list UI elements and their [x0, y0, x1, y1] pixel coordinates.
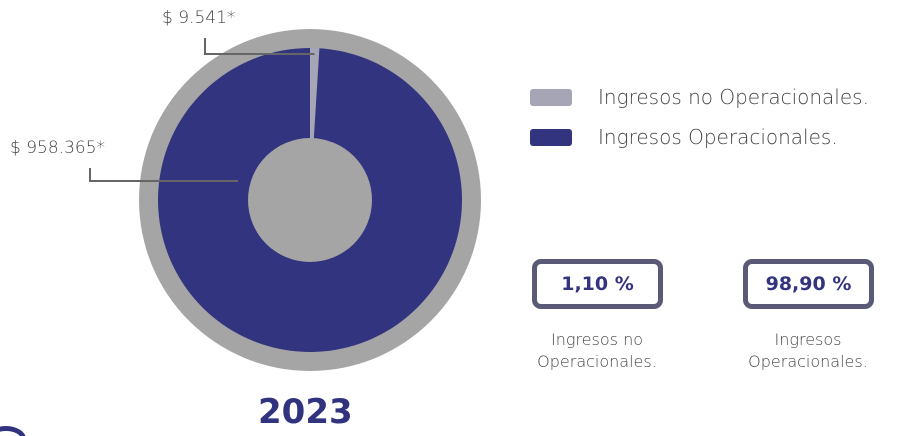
non-operational-value-label: $ 9.541* [162, 8, 236, 28]
center-hole [248, 138, 372, 262]
legend-label: Ingresos no Operacionales. [598, 85, 869, 109]
leader-line-operational [89, 168, 238, 182]
legend-swatch-non-operational [530, 88, 572, 106]
legend-swatch-operational [530, 128, 572, 146]
percent-caption-non-operational: Ingresos no Operacionales. [497, 329, 697, 373]
caption-line: Ingresos no [550, 330, 643, 349]
year-label: 2023 [258, 392, 353, 432]
caption-line: Ingresos [774, 330, 842, 349]
operational-value-label: $ 958.365* [10, 138, 106, 158]
caption-line: Operacionales. [537, 352, 657, 371]
percent-box-non-operational: 1,10 % [532, 259, 663, 309]
caption-line: Operacionales. [748, 352, 868, 371]
percent-caption-operational: Ingresos Operacionales. [708, 329, 908, 373]
legend-label: Ingresos Operacionales. [598, 125, 838, 149]
legend-item-non-operational: Ingresos no Operacionales. [530, 85, 869, 109]
leader-line-non-operational [204, 38, 315, 55]
percent-box-operational: 98,90 % [743, 259, 874, 309]
legend-item-operational: Ingresos Operacionales. [530, 125, 838, 149]
